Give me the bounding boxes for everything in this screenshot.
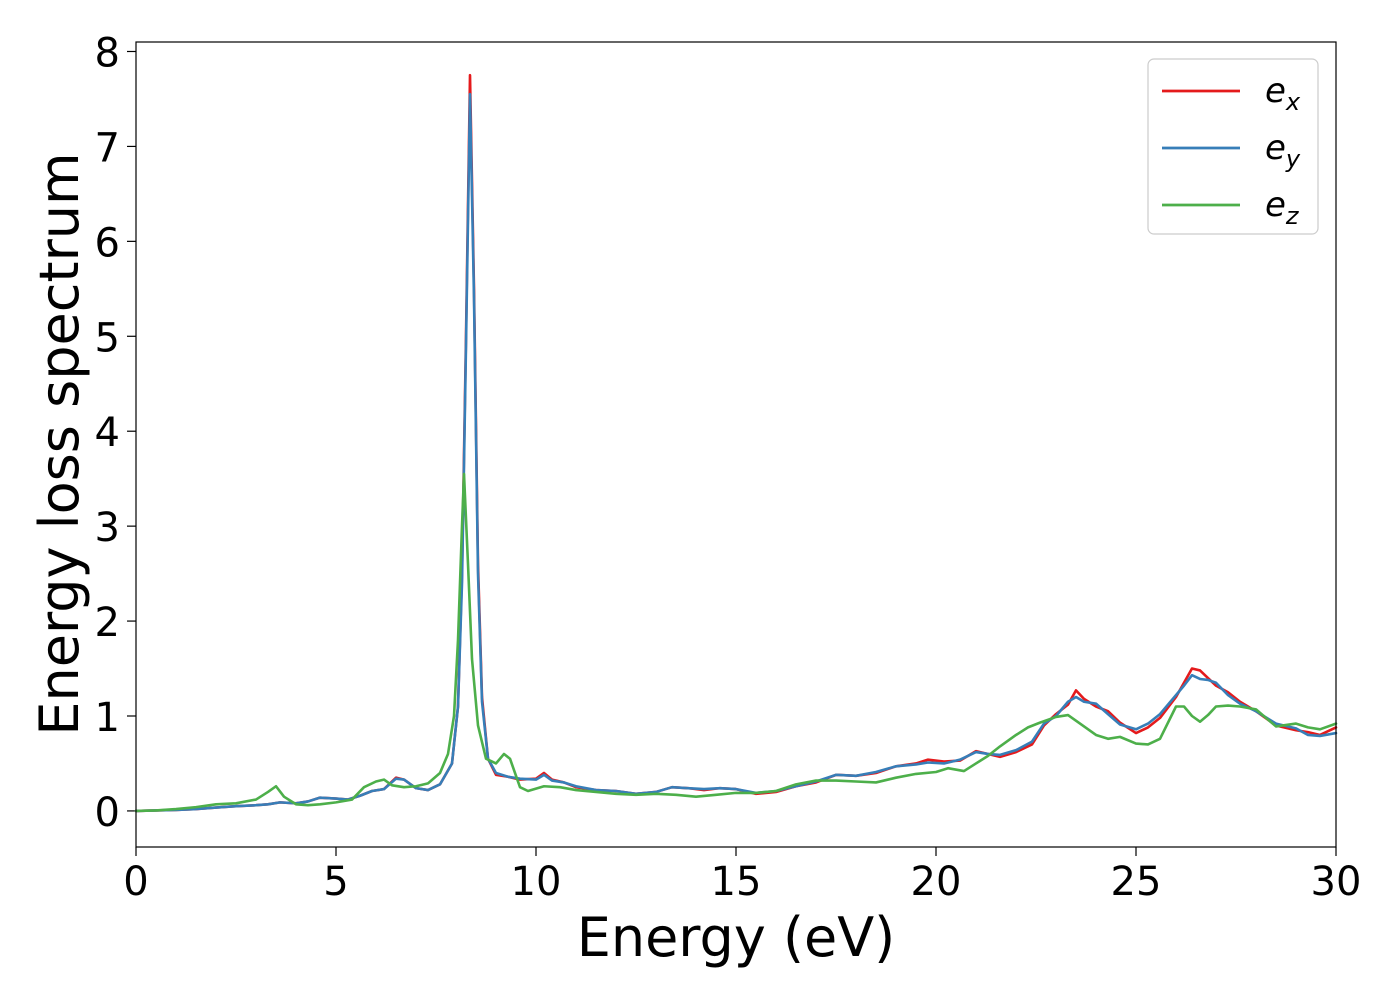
legend-label-main: e bbox=[1265, 185, 1286, 225]
x-tick-label: 10 bbox=[511, 859, 562, 905]
legend-label-e-z: ez bbox=[1265, 185, 1300, 230]
legend-box bbox=[1147, 58, 1319, 235]
legend-label-subscript: x bbox=[1285, 88, 1301, 116]
x-tick-label: 5 bbox=[323, 859, 348, 905]
y-axis-label: Energy loss spectrum bbox=[28, 152, 91, 735]
legend-label-subscript: z bbox=[1285, 202, 1300, 230]
y-tick-label: 8 bbox=[95, 30, 120, 76]
series-line-e-y bbox=[134, 92, 1338, 813]
x-tick-label: 30 bbox=[1311, 859, 1362, 905]
legend-label-e-y: ey bbox=[1265, 128, 1301, 173]
y-tick-label: 1 bbox=[95, 695, 120, 741]
y-tick-label: 5 bbox=[95, 315, 120, 361]
legend-label-main: e bbox=[1265, 71, 1286, 111]
x-tick-label: 20 bbox=[911, 859, 962, 905]
y-tick-label: 7 bbox=[95, 125, 120, 171]
legend-label-e-x: ex bbox=[1265, 71, 1301, 116]
x-axis-label: Energy (eV) bbox=[577, 906, 896, 969]
x-tick-label: 15 bbox=[711, 859, 762, 905]
series-line-e-z bbox=[134, 472, 1338, 813]
y-axis: 0 1 2 3 4 5 6 7 8 bbox=[95, 30, 136, 836]
legend-label-main: e bbox=[1265, 128, 1286, 168]
legend-label-subscript: y bbox=[1285, 145, 1301, 173]
x-tick-label: 0 bbox=[123, 859, 148, 905]
series-lines bbox=[134, 73, 1338, 813]
y-tick-label: 2 bbox=[95, 600, 120, 646]
x-tick-label: 25 bbox=[1111, 859, 1162, 905]
y-tick-label: 0 bbox=[95, 790, 120, 836]
plot-frame bbox=[135, 41, 1337, 848]
y-tick-label: 4 bbox=[95, 410, 120, 456]
y-tick-label: 6 bbox=[95, 220, 120, 266]
y-tick-label: 3 bbox=[95, 505, 120, 551]
x-axis: 0 5 10 15 20 25 30 bbox=[123, 847, 1361, 905]
